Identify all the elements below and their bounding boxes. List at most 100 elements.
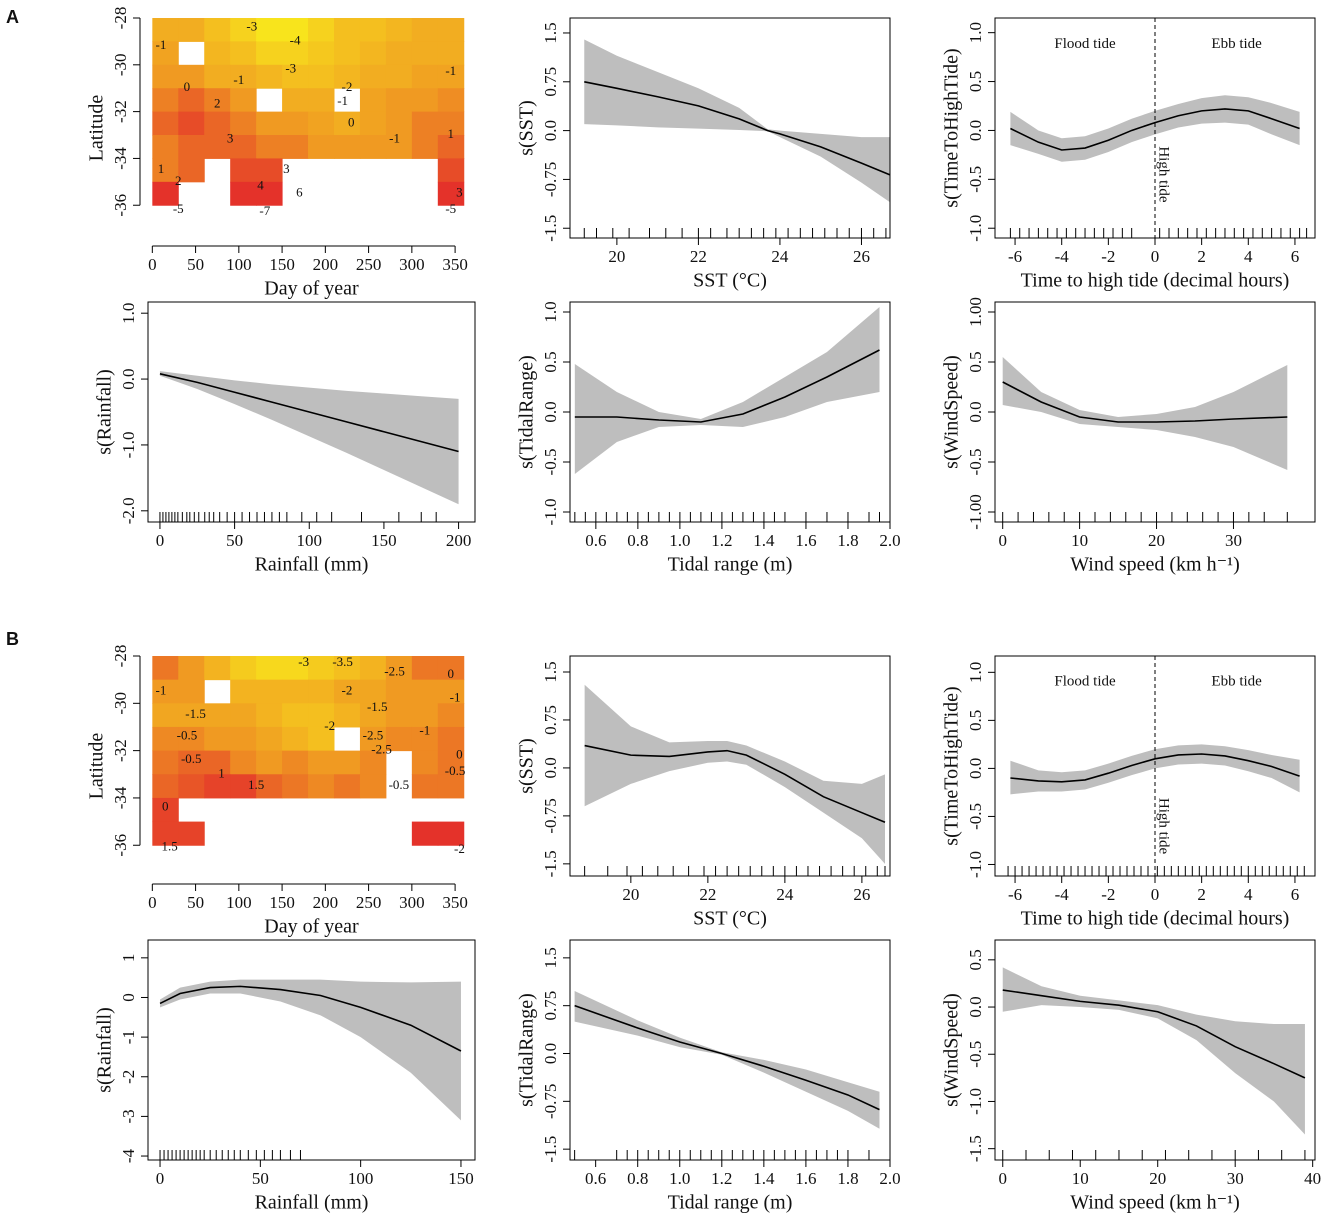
contour-label: -2.5 <box>363 727 384 742</box>
x-tick-label: 30 <box>1227 1169 1244 1188</box>
y-tick-label: 1.0 <box>541 301 560 322</box>
annotation: Flood tide <box>1054 673 1116 689</box>
heat-cell <box>437 750 465 775</box>
heat-cell <box>152 111 179 136</box>
contour-label: 2 <box>214 96 221 111</box>
contour-label: -1 <box>389 131 400 146</box>
heat-cell <box>256 679 283 704</box>
heat-cell <box>282 41 309 66</box>
y-tick-label: -1.0 <box>966 1088 985 1115</box>
confidence-band <box>574 991 880 1129</box>
heat-cell <box>230 679 257 704</box>
x-tick-label: 1.2 <box>711 1169 732 1188</box>
heat-cell <box>178 64 205 89</box>
contour-label: 0 <box>184 79 191 94</box>
x-tick-label: 1.8 <box>837 1169 858 1188</box>
heat-cell <box>256 64 283 89</box>
x-tick-label: 300 <box>399 255 425 274</box>
heat-cell <box>437 656 465 681</box>
x-tick-label: 2.0 <box>879 1169 900 1188</box>
x-tick-label: 50 <box>187 255 204 274</box>
plot-frame <box>147 939 476 1161</box>
x-axis-label: Rainfall (mm) <box>255 554 369 576</box>
heat-cell <box>411 679 439 704</box>
y-tick-label: 1.0 <box>966 662 985 683</box>
y-tick-label: 0.0 <box>541 1043 560 1064</box>
heat-cell <box>437 703 465 728</box>
fit-line <box>1002 989 1306 1079</box>
heat-cell <box>178 88 205 113</box>
heat-cell <box>282 64 309 89</box>
x-axis-label: Time to high tide (decimal hours) <box>1021 270 1290 292</box>
x-tick-label: -4 <box>1055 885 1070 904</box>
contour-label: -0.5 <box>177 727 198 742</box>
annotation: High tide <box>1156 798 1172 855</box>
heat-cell <box>282 774 309 799</box>
contour-label: -2 <box>342 79 353 94</box>
y-tick-label: -0.5 <box>966 1041 985 1068</box>
heat-cell <box>152 679 179 704</box>
heat-cell <box>359 135 387 159</box>
x-tick-label: 50 <box>252 1169 269 1188</box>
contour-label: -2 <box>454 841 465 856</box>
y-tick-label: -32 <box>111 739 130 762</box>
heat-cell <box>359 656 387 681</box>
confidence-band <box>1002 357 1288 470</box>
x-tick-label: 6 <box>1291 885 1300 904</box>
contour-label: -3 <box>298 654 309 669</box>
y-tick-label: -32 <box>111 100 130 123</box>
x-tick-label: 26 <box>853 885 870 904</box>
contour-label: 1 <box>448 126 455 141</box>
heat-cell <box>385 41 413 66</box>
contour-label: -1 <box>233 72 244 87</box>
heat-cell <box>385 111 413 136</box>
x-tick-label: 150 <box>371 531 397 550</box>
heat-cell <box>204 703 231 728</box>
y-axis-label: s(SST) <box>516 738 538 794</box>
heat-cell <box>411 703 439 728</box>
x-tick-label: 350 <box>442 255 468 274</box>
y-axis-label: s(Rainfall) <box>94 1007 116 1093</box>
x-tick-label: 40 <box>1304 1169 1321 1188</box>
contour-label: 6 <box>296 185 303 200</box>
heat-cell <box>437 64 465 89</box>
heat-cell <box>359 703 387 728</box>
y-tick-label: -1.5 <box>966 1135 985 1162</box>
heat-cell <box>256 111 283 136</box>
x-axis-label: SST (°C) <box>693 270 767 292</box>
heat-cell <box>411 41 439 66</box>
y-tick-label: 1.5 <box>541 947 560 968</box>
heat-cell <box>333 41 361 66</box>
confidence-band <box>584 39 890 203</box>
contour-label: -1 <box>450 690 461 705</box>
x-tick-label: 2 <box>1197 885 1206 904</box>
heat-cell <box>385 679 413 704</box>
heat-cell <box>308 64 335 89</box>
x-tick-label: 1.0 <box>669 1169 690 1188</box>
heat-cell <box>308 41 335 66</box>
heat-cell <box>178 656 205 681</box>
contour-label: -1 <box>337 93 348 108</box>
heat-cell <box>437 88 465 113</box>
plot-frame <box>994 655 1316 877</box>
fit-line <box>1010 108 1300 151</box>
heat-cell <box>333 64 361 89</box>
heat-cell <box>178 726 205 752</box>
annotation: Ebb tide <box>1211 673 1262 689</box>
x-tick-label: 20 <box>1148 531 1165 550</box>
contour-label: -2 <box>324 718 335 733</box>
y-tick-label: -1.5 <box>541 215 560 242</box>
heat-cell <box>178 135 205 159</box>
x-axis-label: Time to high tide (decimal hours) <box>1021 908 1290 930</box>
contour-label: 1 <box>158 161 165 176</box>
y-tick-label: -0.5 <box>966 803 985 830</box>
heat-cell <box>204 726 231 752</box>
x-tick-label: 0 <box>998 531 1007 550</box>
plot-frame <box>994 301 1316 523</box>
heat-cell <box>308 18 335 42</box>
heat-cell <box>230 111 257 136</box>
heat-cell <box>282 703 309 728</box>
heat-cell <box>230 64 257 89</box>
heat-cell <box>308 679 335 704</box>
y-tick-label: 0 <box>119 993 138 1002</box>
